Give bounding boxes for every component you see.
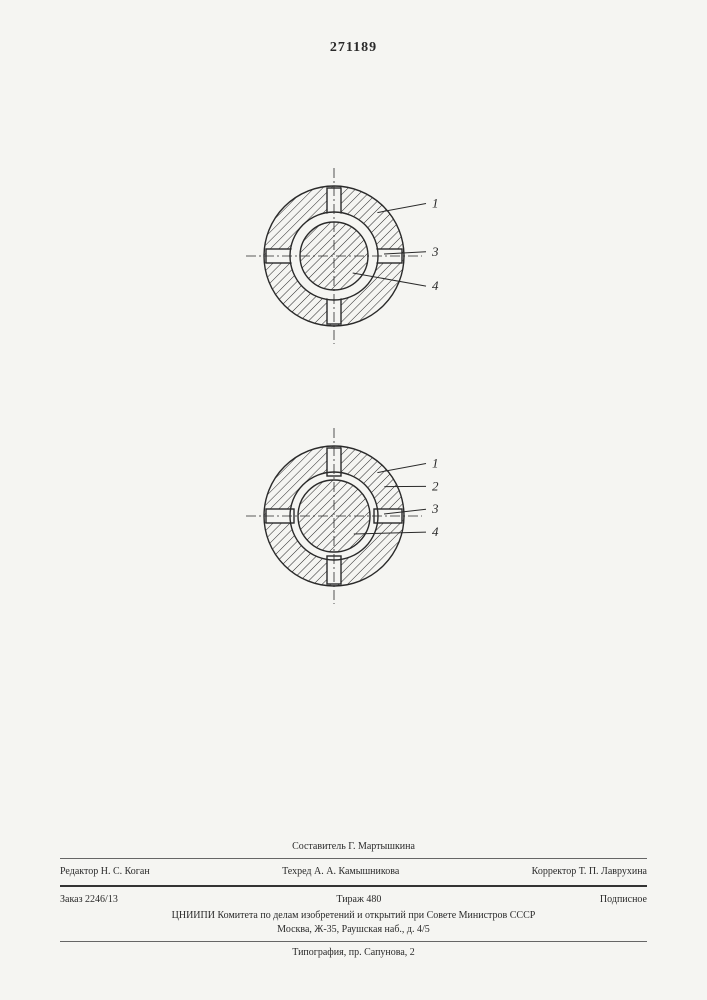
svg-text:3: 3 [431, 244, 439, 259]
svg-text:1: 1 [432, 196, 439, 211]
cross-section-svg: 1 2 3 4 [244, 416, 464, 616]
patent-page: 271189 1 3 4 [0, 0, 707, 1000]
editor: Редактор Н. С. Коган [60, 865, 150, 879]
compiler-line: Составитель Г. Мартышкина [60, 840, 647, 854]
signed: Подписное [600, 893, 647, 907]
rule [60, 885, 647, 887]
svg-text:4: 4 [432, 278, 439, 293]
figure-stack: 1 3 4 1 2 3 4 [244, 156, 464, 616]
corrector: Корректор Т. П. Лаврухина [532, 865, 647, 879]
address-line: Москва, Ж-35, Раушская наб., д. 4/5 [60, 923, 647, 937]
figure-top: 1 3 4 [244, 156, 464, 356]
svg-text:4: 4 [432, 524, 439, 539]
svg-text:2: 2 [432, 478, 439, 493]
footer-block: Составитель Г. Мартышкина Редактор Н. С.… [0, 840, 707, 960]
document-number: 271189 [0, 40, 707, 56]
rule [60, 858, 647, 859]
printer-line: Типография, пр. Сапунова, 2 [60, 946, 647, 960]
org-line: ЦНИИПИ Комитета по делам изобретений и о… [60, 909, 647, 923]
svg-text:1: 1 [432, 456, 439, 471]
order-row: Заказ 2246/13 Тираж 480 Подписное [60, 891, 647, 909]
credits-row: Редактор Н. С. Коган Техред А. А. Камышн… [60, 863, 647, 881]
cross-section-svg: 1 3 4 [244, 156, 464, 356]
figure-block: 1 3 4 1 2 3 4 [0, 156, 707, 616]
rule [60, 941, 647, 942]
compiler-name: Г. Мартышкина [348, 841, 415, 852]
tech: Техред А. А. Камышникова [282, 865, 399, 879]
figure-bottom: 1 2 3 4 [244, 416, 464, 616]
svg-text:3: 3 [431, 501, 439, 516]
order-number: Заказ 2246/13 [60, 893, 118, 907]
compiler-label: Составитель [292, 841, 346, 852]
print-run: Тираж 480 [336, 893, 381, 907]
